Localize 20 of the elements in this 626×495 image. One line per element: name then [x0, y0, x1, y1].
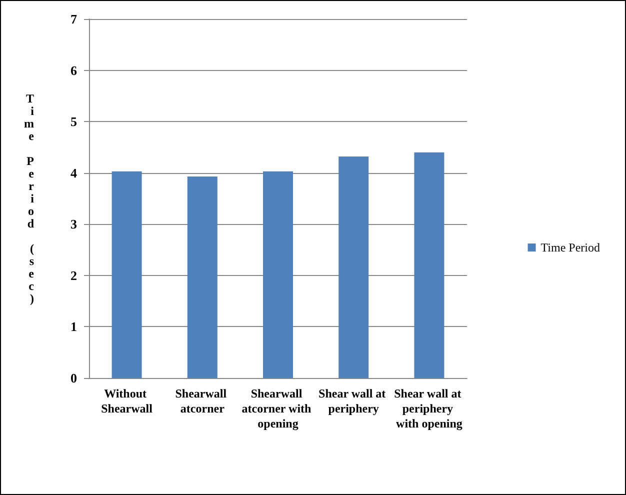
- bar: [112, 171, 142, 378]
- y-tick-label: 5: [70, 114, 78, 130]
- y-tick-label: 3: [70, 216, 78, 232]
- y-tick-label: 6: [70, 62, 78, 78]
- x-tick-label: Shear wall at periphery with opening: [394, 386, 464, 430]
- y-tick-label: 4: [70, 165, 78, 180]
- y-tick-label: 7: [70, 12, 78, 26]
- y-tick-label: 2: [70, 268, 77, 283]
- x-tick-label: Without Shearwall: [101, 386, 154, 416]
- bar: [187, 176, 218, 378]
- bar: [414, 152, 444, 378]
- x-tick-label: Shearwall atcorner with opening: [242, 386, 314, 430]
- bar: [263, 171, 293, 378]
- y-tick-label: 1: [70, 319, 77, 334]
- text: Time Period (sec): [24, 92, 34, 306]
- legend-label: Time Period: [540, 240, 600, 254]
- bar: [338, 156, 369, 378]
- x-tick-label: Shearwall atcorner: [175, 386, 230, 416]
- x-tick-label: Shear wall at periphery: [318, 386, 389, 416]
- y-tick-label: 0: [70, 370, 77, 386]
